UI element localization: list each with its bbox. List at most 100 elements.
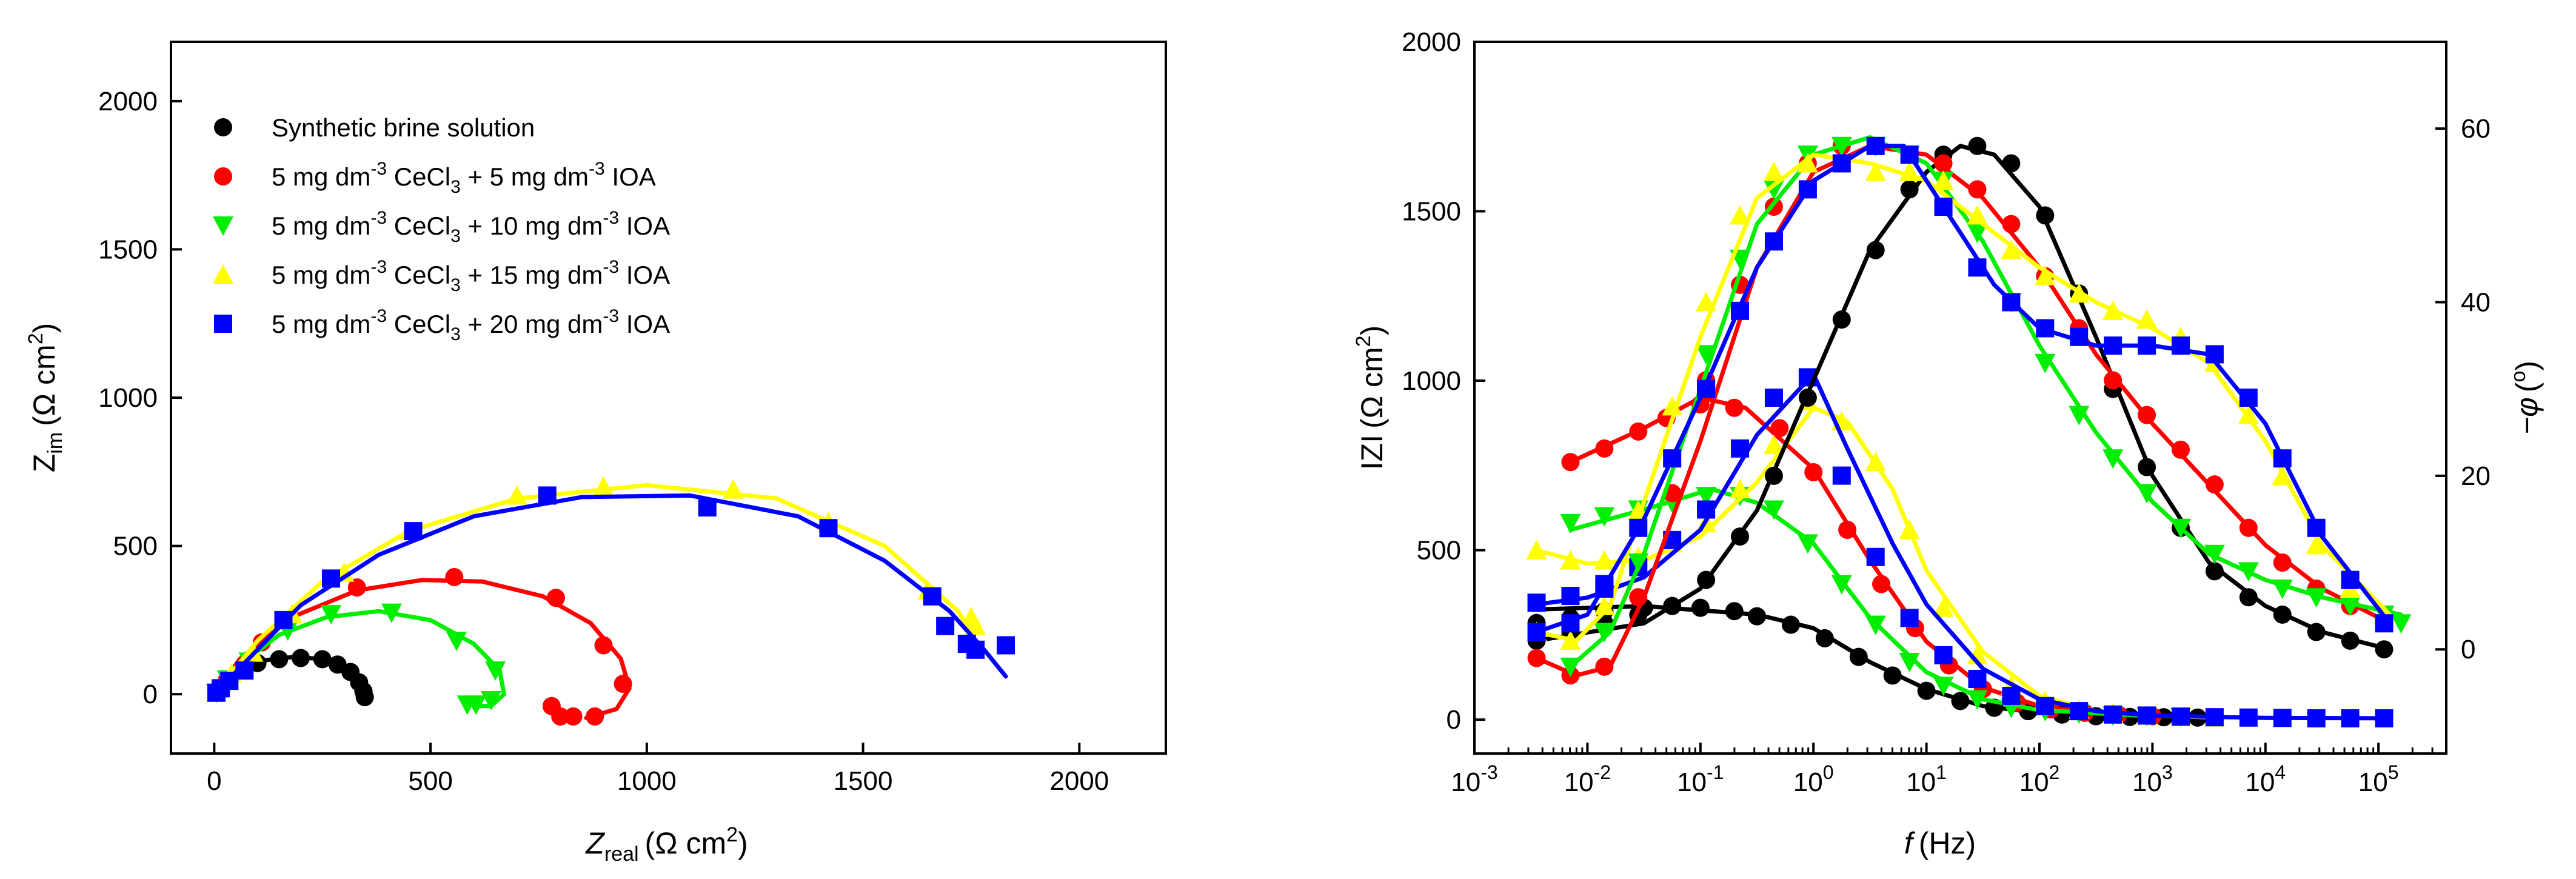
bode-phase-data-point (1831, 136, 1852, 156)
nyquist-x-label-sub: real (604, 843, 639, 866)
bode-phase-data-point (2390, 614, 2412, 634)
bode-phase-data-point (1933, 170, 1954, 190)
bode-phase-data-point (1594, 623, 1615, 643)
bode-phase-data-point (1560, 657, 1581, 677)
bode-magnitude-data-point (2239, 708, 2258, 727)
bode-phase-data-point (2273, 605, 2292, 624)
bode-magnitude-data-point (1731, 439, 1750, 458)
bode-phase-data-point (1697, 379, 1716, 398)
bode-phase-data-point (2171, 440, 2190, 459)
bode-magnitude-data-point (1561, 587, 1580, 606)
bode-magnitude-data-point (1561, 453, 1580, 472)
bode-phase-fit-line (1534, 152, 2392, 643)
bode-magnitude-data-point (1951, 692, 1970, 710)
bode-x-label-main: f (1904, 826, 1916, 860)
bode-y2-tick-label: 0 (2461, 635, 2475, 664)
bode-magnitude-data-point (1849, 647, 1868, 666)
bode-phase-data-point (2136, 309, 2158, 329)
bode-phase-data-point (1629, 588, 1648, 607)
bode-magnitude-data-point (1595, 439, 1614, 458)
bode-phase-data-point (1934, 154, 1953, 173)
bode-magnitude-data-point (1797, 534, 1818, 554)
legend-label: 5 mg dm-3 CeCl3 + 20 mg dm-3 IOA (272, 306, 670, 344)
bode-y2-tick-label: 20 (2461, 461, 2491, 491)
legend-entry-5-mg-dm-3-cecl3-20-mg-dm-3-ioa: 5 mg dm-3 CeCl3 + 20 mg dm-3 IOA (214, 306, 670, 344)
bode-magnitude-data-point (1883, 666, 1902, 685)
bode-phase-data-point (1763, 180, 1784, 200)
nyquist-data-point (965, 615, 986, 635)
bode-phase-data-point (1865, 161, 1886, 181)
bode-magnitude-data-point (1865, 615, 1886, 635)
bode-magnitude-data-point (1967, 690, 1988, 710)
legend-label-part: 3 (450, 275, 461, 295)
legend-label-part: -3 (603, 208, 619, 228)
bode-magnitude-data-point (1730, 478, 1751, 498)
bode-magnitude-data-point (2171, 707, 2190, 726)
bode-phase-data-point (2340, 597, 2361, 617)
bode-phase-data-point (1764, 232, 1783, 251)
bode-x-tick-base: 10 (1564, 767, 1594, 797)
nyquist-y-label-sub: im (44, 432, 67, 454)
bode-y2-label-sup: o (2507, 371, 2530, 383)
bode-phase-data-point (2171, 336, 2190, 355)
bode-x-tick-base: 10 (1677, 767, 1707, 797)
nyquist-data-point (698, 498, 717, 516)
bode-x-tick-label: 102 (2019, 761, 2060, 797)
bode-x-tick-exponent: -1 (1707, 761, 1724, 783)
legend-label: Synthetic brine solution (272, 113, 535, 142)
bode-magnitude-data-point (2205, 708, 2224, 727)
bode-phase-data-point (1967, 223, 1988, 243)
bode-phase-data-point (1731, 301, 1750, 320)
nyquist-y-label-unit: (Ω cm (27, 344, 61, 426)
legend-label-part: IOA (619, 212, 670, 240)
bode-phase-data-point (2002, 215, 2021, 233)
nyquist-data-point (564, 707, 583, 726)
nyquist-y-label-sup: 2 (24, 333, 47, 344)
nyquist-data-point (966, 640, 985, 659)
bode-magnitude-data-point (1747, 607, 1766, 626)
bode-magnitude-data-point (1968, 670, 1987, 689)
nyquist-data-point (506, 485, 527, 505)
bode-phase-data-point (2238, 404, 2259, 424)
nyquist-data-point (997, 636, 1015, 655)
bode-magnitude-data-point (1900, 609, 1919, 627)
bode-y-label-unit: (Ω cm (1355, 347, 1389, 429)
nyquist-panel: 0 500 1000 1500 2000 0 500 1000 1500 2000 Zreal (Ω… (24, 41, 1167, 866)
legend-label-part: 5 mg dm (272, 261, 370, 289)
bode-magnitude-fit-line (1534, 372, 2392, 721)
nyquist-data-point (542, 697, 561, 715)
nyquist-data-point (538, 486, 557, 505)
bode-y-tick-label: 0 (1447, 705, 1461, 735)
bode-x-tick-label: 101 (1906, 761, 1947, 797)
bode-phase-data-point (2103, 300, 2124, 320)
nyquist-fit-line (212, 609, 506, 709)
bode-phase-data-point (2136, 484, 2158, 504)
legend-label-part: 5 mg dm (272, 162, 370, 191)
bode-phase-data-point (1527, 649, 1546, 667)
bode-phase-data-point (1967, 205, 1988, 225)
bode-x-tick-label: 10-1 (1677, 761, 1724, 797)
bode-phase-data-point (1697, 570, 1716, 589)
bode-phase-data-point (2205, 345, 2224, 364)
nyquist-data-point (446, 632, 467, 652)
nyquist-ticks: 0 500 1000 1500 2000 0 500 1000 1500 2000 (98, 87, 1109, 796)
legend-label-part: -3 (370, 208, 387, 228)
bode-x-tick-exponent: 2 (2049, 761, 2060, 783)
nyquist-x-tick-label: 500 (408, 766, 452, 796)
nyquist-data-point (274, 610, 293, 629)
bode-phase-data-point (1560, 630, 1581, 650)
nyquist-data-point (313, 650, 332, 669)
nyquist-y-axis-label: Zim (Ω cm2) (24, 323, 67, 473)
bode-phase-data-point (2170, 518, 2191, 538)
bode-phase-series-5-mg-dm-3-cecl3-15-mg-dm-3-ioa (1526, 152, 2395, 650)
bode-phase-data-point (1934, 198, 1953, 216)
bode-magnitude-data-point (1872, 575, 1891, 593)
legend-label-part: + 15 mg dm (461, 261, 603, 289)
bode-y2-label-main: −φ (2510, 397, 2544, 435)
bode-y-label-close: ) (1355, 326, 1389, 336)
legend-label-part: 5 mg dm (272, 212, 370, 240)
bode-x-tick-exponent: 4 (2275, 761, 2286, 783)
legend-label: 5 mg dm-3 CeCl3 + 10 mg dm-3 IOA (272, 208, 670, 246)
nyquist-data-point (347, 578, 366, 597)
